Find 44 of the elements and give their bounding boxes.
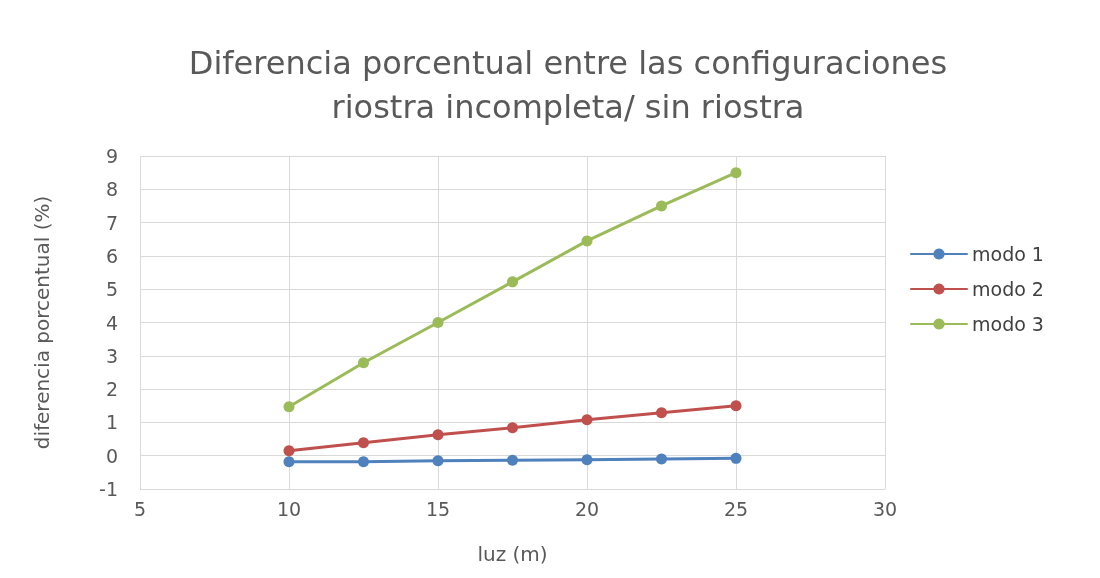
point: [656, 407, 667, 419]
y-tick-label: 1: [105, 411, 118, 434]
legend-label: modo 2: [972, 278, 1044, 300]
x-tick-label: 20: [574, 497, 600, 520]
chart-title: Diferencia porcentual entre las configuraciones riostra incompleta/ sin riostra: [188, 44, 948, 126]
y-tick-label: 5: [105, 278, 118, 301]
point: [581, 454, 593, 466]
y-tick-label: 2: [105, 378, 118, 401]
legend-label: modo 1: [972, 243, 1044, 265]
y-tick-label: 8: [105, 178, 118, 201]
point: [730, 452, 742, 464]
point: [283, 445, 295, 457]
y-tick-label: 3: [105, 344, 118, 367]
point: [730, 167, 742, 179]
point: [656, 453, 667, 465]
y-tick-label: 6: [105, 244, 118, 267]
y-axis-title: diferencia porcentual (%): [30, 195, 54, 450]
point: [358, 456, 369, 468]
x-tick-label: 10: [276, 497, 302, 520]
x-tick-label: 5: [133, 497, 147, 520]
x-tick-label: 25: [723, 497, 749, 520]
point: [358, 437, 369, 449]
point: [730, 400, 742, 412]
point: [656, 200, 667, 212]
point: [507, 454, 518, 466]
point: [283, 401, 295, 413]
x-axis-title: luz (m): [477, 542, 548, 566]
y-tick-label: 4: [105, 311, 118, 334]
y-tick-label: 7: [105, 211, 118, 234]
point: [432, 429, 444, 441]
y-tick-label: 9: [105, 145, 118, 167]
point: [581, 414, 593, 426]
point: [507, 276, 518, 288]
point: [432, 455, 444, 467]
point: [581, 235, 593, 247]
y-tick-label: 0: [105, 444, 118, 467]
point: [432, 317, 444, 328]
point: [283, 456, 295, 468]
y-tick-label: -1: [99, 478, 118, 500]
x-tick-label: 30: [872, 497, 898, 520]
point: [358, 357, 369, 369]
point: [507, 422, 518, 434]
legend-label: modo 3: [972, 313, 1044, 335]
x-tick-label: 15: [425, 497, 451, 520]
